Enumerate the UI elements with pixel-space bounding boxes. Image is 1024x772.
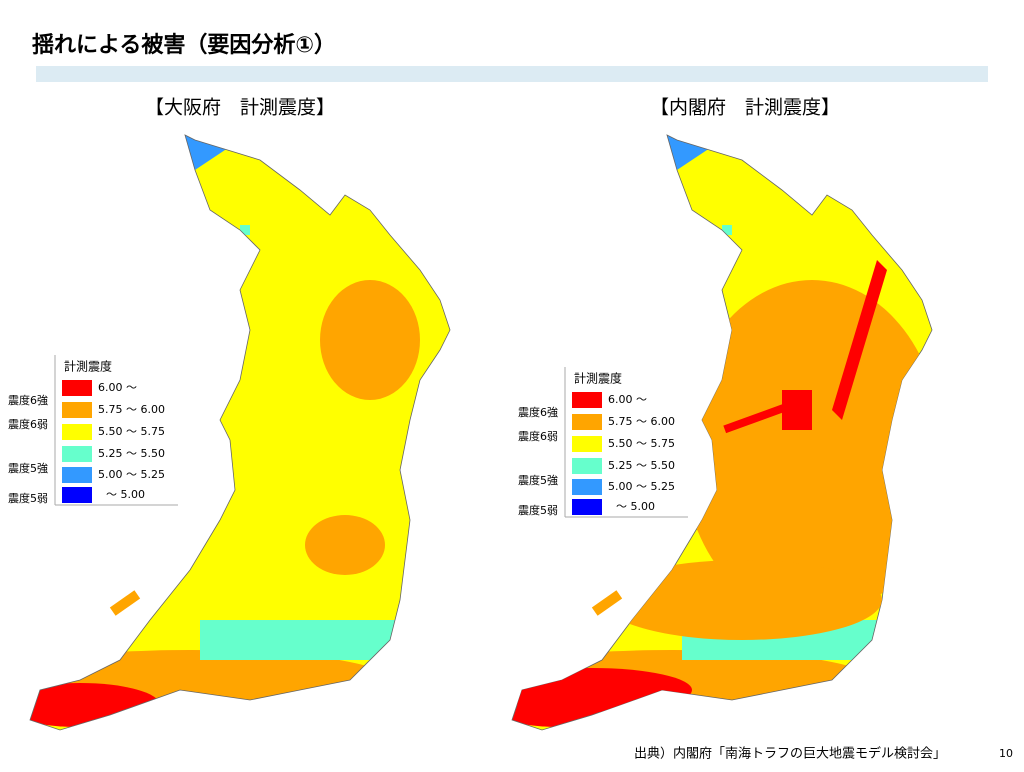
- page-number: 10: [999, 747, 1013, 760]
- legend: 計測震度 6.00 ～ 5.75 ～ 6.00 5.50 ～ 5.75 5.25 ～ 5…: [8, 355, 178, 506]
- legend-swatch: [572, 436, 602, 452]
- legend-range: 5.75 ～ 6.00: [608, 415, 675, 428]
- legend-header: 計測震度: [574, 371, 622, 386]
- legend-swatch: [62, 402, 92, 418]
- legend-swatch: [572, 458, 602, 474]
- legend-range: 6.00 ～: [98, 381, 137, 394]
- intensity-label: 震度6弱: [518, 430, 558, 443]
- legend-header: 計測震度: [64, 359, 112, 374]
- legend-range: 5.25 ～ 5.50: [98, 447, 165, 460]
- intensity-label: 震度5弱: [518, 504, 558, 517]
- title-rule: [36, 66, 988, 82]
- legend-swatch: [62, 424, 92, 440]
- legend-range: 5.00 ～ 5.25: [608, 480, 675, 493]
- intensity-label: 震度5強: [8, 462, 48, 475]
- map-heading: 【内閣府 計測震度】: [650, 97, 840, 119]
- legend-swatch: [572, 499, 602, 515]
- map-left: [0, 0, 460, 740]
- legend: 計測震度 6.00 ～ 5.75 ～ 6.00 5.50 ～ 5.75 5.25 ～ 5…: [518, 367, 688, 518]
- legend-swatch: [62, 467, 92, 483]
- legend-swatch: [62, 380, 92, 396]
- legend-range: 5.75 ～ 6.00: [98, 403, 165, 416]
- legend-range: 5.50 ～ 5.75: [98, 425, 165, 438]
- intensity-label: 震度5強: [518, 474, 558, 487]
- map-right: [472, 0, 942, 740]
- legend-swatch: [572, 479, 602, 495]
- map-heading: 【大阪府 計測震度】: [145, 97, 335, 119]
- legend-range: 5.25 ～ 5.50: [608, 459, 675, 472]
- slide-title: 揺れによる被害（要因分析①）: [32, 32, 336, 58]
- legend-range: ～ 5.00: [616, 500, 655, 513]
- legend-range: 6.00 ～: [608, 393, 647, 406]
- legend-swatch: [62, 446, 92, 462]
- legend-swatch: [572, 392, 602, 408]
- legend-range: ～ 5.00: [106, 488, 145, 501]
- legend-swatch: [62, 487, 92, 503]
- intensity-label: 震度6弱: [8, 418, 48, 431]
- legend-swatch: [572, 414, 602, 430]
- intensity-label: 震度5弱: [8, 492, 48, 505]
- source: 出典）内閣府「南海トラフの巨大地震モデル検討会」: [634, 746, 946, 762]
- intensity-label: 震度6強: [8, 394, 48, 407]
- intensity-label: 震度6強: [518, 406, 558, 419]
- legend-range: 5.00 ～ 5.25: [98, 468, 165, 481]
- legend-range: 5.50 ～ 5.75: [608, 437, 675, 450]
